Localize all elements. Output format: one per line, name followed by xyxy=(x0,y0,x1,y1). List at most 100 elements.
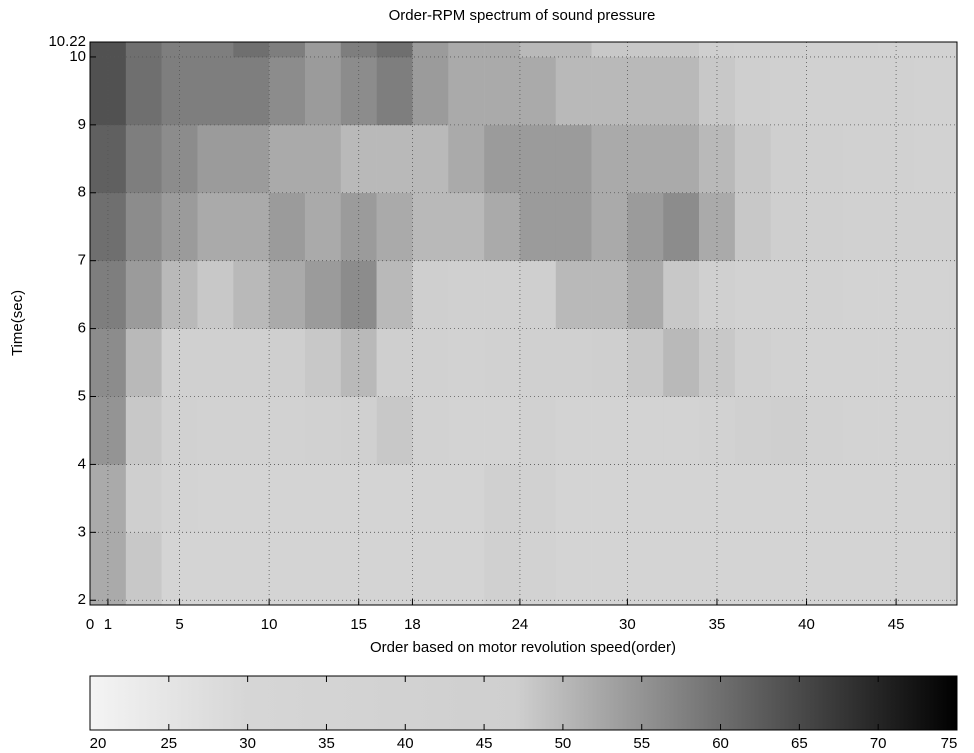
x-tick-label: 24 xyxy=(512,616,529,633)
heat-cell xyxy=(842,328,879,397)
heat-cell xyxy=(233,56,270,126)
heat-cell xyxy=(448,328,485,397)
heat-cell xyxy=(591,532,628,606)
x-tick-label: 0 xyxy=(86,616,94,633)
heat-cell xyxy=(125,328,162,397)
heat-cell xyxy=(484,124,521,194)
axes xyxy=(89,41,958,606)
heat-cell xyxy=(914,260,951,329)
heat-cell xyxy=(734,396,772,465)
heat-cell xyxy=(734,260,772,329)
heat-cell xyxy=(484,56,521,126)
heat-cell xyxy=(304,192,342,261)
heat-cell xyxy=(699,532,736,606)
y-tick-label: 10 xyxy=(69,48,86,65)
y-tick-label: 9 xyxy=(78,116,86,133)
heat-cell xyxy=(591,42,628,58)
heat-cell xyxy=(806,260,843,329)
heat-cell xyxy=(914,42,951,58)
heat-cell xyxy=(125,56,162,126)
heat-cell xyxy=(806,532,843,606)
heat-cell xyxy=(806,464,843,533)
heatmap xyxy=(90,42,958,606)
heat-cell xyxy=(161,56,198,126)
heat-cell xyxy=(448,124,485,194)
x-tick-label: 18 xyxy=(404,616,421,633)
heat-cell xyxy=(842,396,879,465)
heat-cell xyxy=(376,328,413,397)
heat-cell xyxy=(519,328,557,397)
heat-cell xyxy=(734,532,772,606)
heat-cell xyxy=(663,328,700,397)
heat-cell xyxy=(949,328,958,397)
heat-cell xyxy=(161,42,198,58)
heat-cell xyxy=(519,192,557,261)
heat-cell xyxy=(627,464,664,533)
heat-cell xyxy=(949,124,958,194)
heat-cell xyxy=(627,532,664,606)
heat-cell xyxy=(770,396,807,465)
colorbar-tick-label: 60 xyxy=(712,735,729,752)
heat-cell xyxy=(555,532,592,606)
heat-cell xyxy=(125,464,162,533)
heat-cell xyxy=(484,42,521,58)
y-tick-label: 4 xyxy=(78,455,86,472)
heat-cell xyxy=(519,42,557,58)
colorbar-tick-label: 35 xyxy=(318,735,335,752)
heat-cell xyxy=(448,56,485,126)
heat-cell xyxy=(412,192,449,261)
x-tick-label: 5 xyxy=(175,616,183,633)
x-tick-label: 10 xyxy=(261,616,278,633)
heat-cell xyxy=(770,56,807,126)
heat-cell xyxy=(699,56,736,126)
heat-cell xyxy=(591,124,628,194)
colorbar-tick-label: 70 xyxy=(870,735,887,752)
heat-cell xyxy=(197,124,234,194)
heat-cell xyxy=(734,124,772,194)
heat-cell xyxy=(376,464,413,533)
x-tick-label: 1 xyxy=(104,616,112,633)
heat-cell xyxy=(233,42,270,58)
heat-cell xyxy=(627,124,664,194)
heat-cell xyxy=(484,260,521,329)
heat-cell xyxy=(125,42,162,58)
heat-cell xyxy=(304,260,342,329)
x-tick-label: 35 xyxy=(709,616,726,633)
heat-cell xyxy=(340,532,377,606)
heat-cell xyxy=(376,56,413,126)
heat-cell xyxy=(197,396,234,465)
heat-cell xyxy=(663,56,700,126)
heat-cell xyxy=(161,532,198,606)
heat-cell xyxy=(591,192,628,261)
heat-cell xyxy=(770,124,807,194)
heat-cell xyxy=(806,56,843,126)
heat-cell xyxy=(770,464,807,533)
heat-cell xyxy=(269,124,306,194)
heat-cell xyxy=(412,56,449,126)
heat-cell xyxy=(304,396,342,465)
heat-cell xyxy=(197,328,234,397)
heat-cell xyxy=(448,532,485,606)
colorbar-tick-label: 45 xyxy=(476,735,493,752)
heat-cell xyxy=(90,56,127,126)
heat-cell xyxy=(591,464,628,533)
chart-title: Order-RPM spectrum of sound pressure xyxy=(389,7,656,24)
heat-cell xyxy=(412,124,449,194)
heat-cell xyxy=(304,532,342,606)
heat-cell xyxy=(269,192,306,261)
heat-cell xyxy=(949,42,958,58)
heat-cell xyxy=(376,42,413,58)
heat-cell xyxy=(269,56,306,126)
heat-cell xyxy=(949,396,958,465)
heat-cell xyxy=(233,464,270,533)
heat-cell xyxy=(484,464,521,533)
heat-cell xyxy=(842,260,879,329)
heat-cell xyxy=(269,42,306,58)
heat-cell xyxy=(269,260,306,329)
heat-cell xyxy=(484,192,521,261)
heat-cell xyxy=(125,124,162,194)
heat-cell xyxy=(269,464,306,533)
heat-cell xyxy=(734,464,772,533)
heat-cell xyxy=(376,124,413,194)
